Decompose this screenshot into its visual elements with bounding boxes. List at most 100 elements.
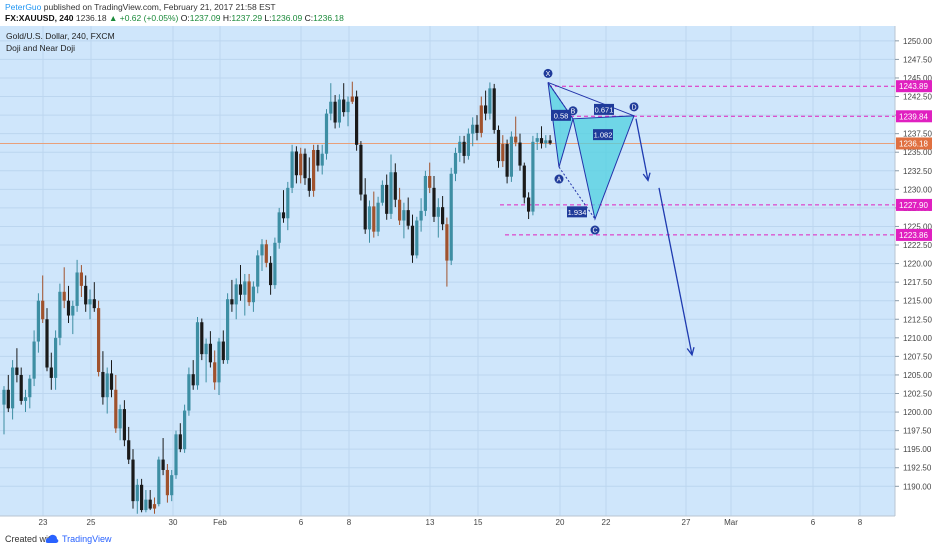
created-with-text: Created with: [5, 534, 56, 544]
candle-body: [432, 187, 436, 217]
candle: [247, 273, 251, 306]
tradingview-cloud-icon[interactable]: [45, 533, 59, 545]
candle: [36, 293, 40, 353]
candle: [496, 125, 501, 168]
candle-body: [488, 88, 492, 114]
price-axis[interactable]: 1190.00 1192.50 1195.00 1197.50 1200.00 1202.…: [895, 37, 932, 491]
candle: [441, 196, 445, 231]
y-tick-label: 1247.50: [903, 55, 932, 64]
chart-legend: Gold/U.S. Dollar, 240, FXCM Doji and Nea…: [6, 31, 115, 53]
candle: [346, 96, 350, 127]
pattern-leg: [558, 166, 596, 220]
y-tick-label: 1245.00: [903, 74, 932, 83]
arrow-head: [642, 172, 651, 182]
candle: [32, 330, 36, 387]
chart-area[interactable]: X A B C D 0.58 0.671 1.082 1.934 1190.00 1192.50 1…: [0, 26, 932, 527]
candle: [449, 167, 453, 266]
grid-lines: [0, 26, 895, 516]
pattern-triangle: [572, 115, 635, 221]
candle-body: [303, 153, 307, 179]
candle-body: [445, 224, 449, 261]
candle-body: [415, 220, 419, 256]
candle-body: [286, 187, 290, 219]
candle-body: [84, 285, 88, 305]
candle-body: [410, 225, 415, 256]
candle: [157, 456, 161, 507]
candle: [97, 300, 101, 377]
price-tag: [896, 80, 932, 93]
pattern-point-marker: [629, 102, 639, 112]
candle-body: [66, 300, 71, 316]
candle: [432, 175, 436, 222]
x-tick-label: 23: [39, 518, 48, 526]
candle-body: [307, 178, 311, 191]
candle: [350, 81, 354, 104]
candle: [264, 239, 268, 268]
candle: [535, 132, 539, 150]
candle: [260, 239, 264, 271]
candle: [505, 139, 509, 184]
candle: [294, 146, 298, 184]
horizontal-levels: [0, 85, 895, 236]
candle: [355, 90, 359, 151]
candle-body: [238, 284, 243, 295]
candle: [380, 180, 384, 206]
candle-body: [200, 322, 204, 355]
candle-body: [527, 197, 531, 212]
candle-body: [522, 165, 526, 198]
candle: [148, 490, 152, 511]
candle: [109, 360, 114, 398]
tradingview-link[interactable]: TradingView: [62, 534, 112, 544]
candle: [200, 318, 204, 361]
candle: [544, 135, 548, 148]
candle: [28, 374, 32, 409]
candle: [41, 275, 45, 323]
candle-body: [28, 378, 32, 398]
candle-body: [243, 281, 247, 295]
candle: [475, 115, 479, 141]
candle-body: [195, 322, 200, 386]
candle: [71, 300, 75, 335]
candle: [19, 367, 23, 405]
candle-body: [191, 374, 195, 386]
candle: [363, 178, 367, 234]
candle: [251, 281, 255, 312]
candle: [183, 404, 187, 453]
ratio-badge: [551, 109, 571, 121]
candle: [6, 374, 10, 413]
candle-body: [423, 175, 427, 211]
candle: [187, 367, 191, 416]
candle-body: [367, 206, 372, 230]
pattern-point-label: B: [571, 108, 576, 115]
author-link[interactable]: PeterGuo: [5, 2, 42, 12]
y-tick-label: 1207.50: [903, 352, 932, 361]
candle-body: [509, 136, 513, 177]
publish-header: PeterGuo published on TradingView.com, F…: [0, 0, 932, 26]
candle-body: [127, 440, 131, 460]
y-tick-label: 1205.00: [903, 371, 932, 380]
candle-body: [398, 199, 402, 221]
candle-body: [230, 299, 234, 305]
candle-body: [475, 124, 479, 133]
candle: [269, 256, 273, 295]
candle: [217, 337, 221, 395]
time-axis[interactable]: 23 25 30 Feb 6 8 13 15 20 22 27 Mar 6 8: [39, 518, 863, 527]
candle-body: [346, 101, 350, 113]
candle-body: [234, 284, 238, 305]
candle: [342, 83, 346, 117]
candle-body: [355, 96, 359, 145]
candle-body: [389, 172, 393, 214]
candle-body: [170, 475, 174, 496]
candle-body: [449, 173, 453, 261]
candle: [527, 192, 531, 220]
price-tag-label: 1239.84: [899, 112, 928, 121]
candle-body: [342, 99, 346, 113]
pattern-point-marker: [590, 225, 600, 235]
candle-body: [372, 206, 376, 232]
x-tick-label: 30: [169, 518, 178, 526]
candle: [320, 144, 324, 175]
candle-body: [273, 242, 277, 286]
symbol-line: FX:XAUUSD, 240 1236.18 ▲ +0.62 (+0.05%) …: [5, 13, 344, 23]
candle-body: [131, 459, 135, 502]
